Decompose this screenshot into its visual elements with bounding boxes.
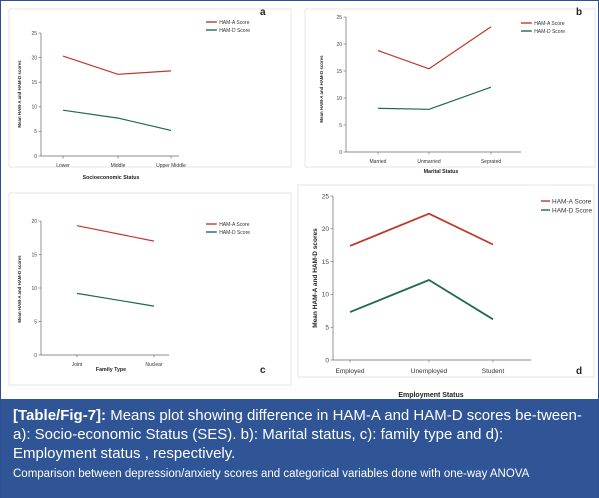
x-tick-label: Seprated (481, 159, 502, 165)
legend-label: HAM-D Score (552, 207, 592, 214)
panel-frame-a (8, 8, 292, 168)
x-tick-label: Nuclear (145, 362, 163, 368)
panel-frame-c (8, 192, 292, 386)
y-tick-label: 25 (322, 193, 330, 200)
x-axis-title: Family Type (96, 367, 126, 373)
series-line-ham-a (62, 55, 172, 75)
panel-frame-d (297, 184, 595, 378)
chart-panel-d: 0 5 10 15 20 25 Employed Unemployed Student Emplo… (312, 193, 592, 399)
legend-label: HAM-A Score (219, 222, 250, 228)
y-tick-label: 20 (322, 226, 330, 233)
panel-letter: b (576, 7, 582, 18)
chart-panel-c: 0 5 10 15 20 Joint Nuclear Family Type Mean HAM-… (17, 219, 266, 376)
y-tick-label: 0 (339, 150, 342, 156)
y-tick-label: 5 (34, 319, 37, 325)
y-tick-label: 10 (336, 96, 342, 102)
y-tick-label: 5 (339, 123, 342, 129)
y-tick-label: 20 (31, 219, 37, 225)
chart-panel-b: 0 5 10 15 20 25 Married Unmarried Seprated Marita… (319, 7, 582, 175)
caption-label: [Table/Fig-7]: (13, 407, 107, 424)
x-tick-label: Middle (111, 163, 126, 169)
y-tick-label: 10 (31, 105, 37, 111)
panel-letter: d (576, 366, 582, 377)
chart-panel-a: 0 5 10 15 20 25 Lower Middle Upper Middle Socioec… (17, 7, 266, 181)
y-axis-title: Mean HAM-A and HAM-D scores (17, 255, 22, 323)
y-tick-label: 15 (31, 252, 37, 258)
series-line-ham-a (76, 225, 155, 242)
panel-frame-b (304, 8, 596, 168)
legend-label: HAM-D Score (534, 29, 565, 35)
x-axis-title: Socioeconomic Status (83, 175, 140, 181)
series-line-ham-d (76, 292, 155, 307)
y-tick-label: 25 (31, 31, 37, 37)
y-tick-label: 0 (34, 353, 37, 359)
x-tick-label: Married (370, 159, 387, 165)
legend-label: HAM-D Score (219, 230, 250, 236)
y-tick-label: 25 (336, 15, 342, 21)
series-line-ham-a (349, 212, 494, 247)
caption-box: [Table/Fig-7]: Means plot showing differ… (1, 399, 598, 498)
y-tick-label: 15 (336, 69, 342, 75)
x-axis-title: Employment Status (398, 392, 463, 399)
x-tick-label: Lower (56, 163, 70, 169)
panel-letter: c (260, 365, 266, 376)
caption-text: Means plot showing difference in HAM-A a… (13, 407, 582, 462)
series-line-ham-a (377, 26, 492, 70)
y-tick-label: 0 (34, 154, 37, 160)
y-tick-label: 0 (325, 357, 329, 364)
y-tick-label: 10 (322, 292, 330, 299)
x-tick-label: Upper Middle (156, 163, 186, 169)
y-tick-label: 10 (31, 286, 37, 292)
y-tick-label: 5 (34, 129, 37, 135)
x-axis-title: Marital Status (424, 169, 459, 175)
y-axis-title: Mean HAM-A and HAM-D scores (17, 60, 22, 128)
y-tick-label: 5 (325, 324, 329, 331)
y-tick-label: 15 (322, 259, 330, 266)
means-plots: 0 5 10 15 20 25 Lower Middle Upper Middle Socioec… (8, 7, 596, 399)
legend-label: HAM-A Score (552, 198, 592, 205)
legend-label: HAM-A Score (534, 21, 565, 27)
caption-main: [Table/Fig-7]: Means plot showing differ… (13, 406, 586, 463)
x-tick-label: Unmarried (417, 159, 441, 165)
x-tick-label: Student (482, 368, 505, 375)
y-tick-label: 20 (336, 42, 342, 48)
y-tick-label: 20 (31, 55, 37, 61)
legend-label: HAM-D Score (219, 28, 250, 34)
series-line-ham-d (377, 86, 492, 110)
x-tick-label: Employed (336, 368, 365, 375)
x-tick-label: Joint (72, 362, 83, 368)
series-line-ham-d (62, 109, 172, 131)
panel-letter: a (260, 7, 266, 18)
legend-label: HAM-A Score (219, 20, 250, 26)
y-axis-title: Mean HAM-A and HAM-D scores (319, 55, 324, 123)
y-axis-title: Mean HAM-A and HAM-D scores (312, 228, 319, 328)
y-tick-label: 15 (31, 80, 37, 86)
caption-note: Comparison between depression/anxiety sc… (13, 468, 530, 480)
series-line-ham-d (349, 279, 494, 321)
x-tick-label: Unemployed (411, 368, 448, 375)
